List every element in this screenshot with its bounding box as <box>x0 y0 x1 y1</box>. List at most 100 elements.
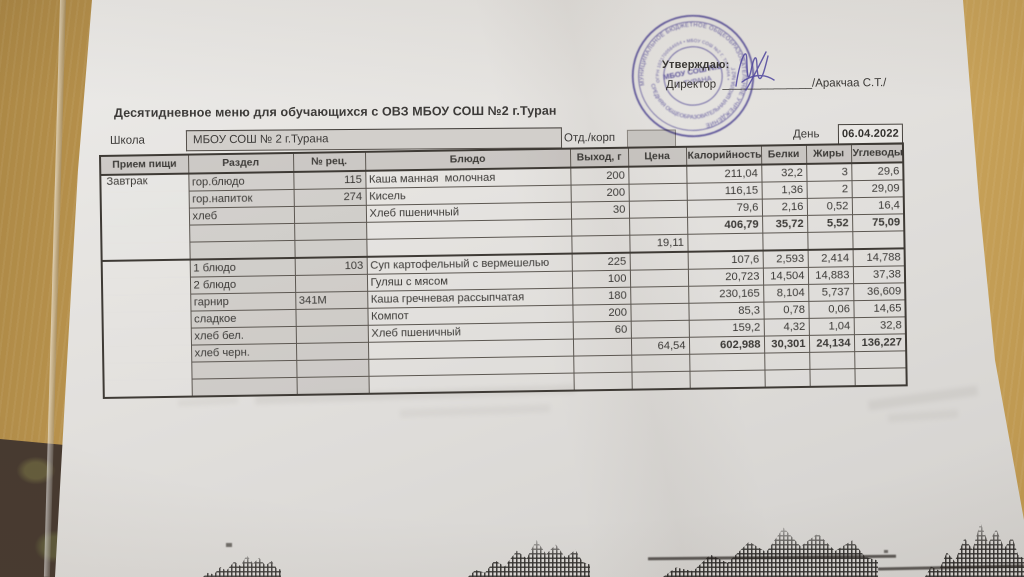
table-cell: 14,65 <box>853 299 906 318</box>
col-calories: Калорийность <box>685 145 762 166</box>
table-cell <box>294 274 368 293</box>
menu-table: Прием пищи Раздел № рец. Блюдо Выход, г … <box>99 142 908 399</box>
table-cell <box>571 218 630 237</box>
table-cell: 29,6 <box>851 162 904 181</box>
table-cell: 225 <box>571 252 630 272</box>
table-cell <box>809 368 855 387</box>
table-cell: 30,301 <box>763 335 810 354</box>
col-output: Выход, г <box>569 147 629 168</box>
table-cell <box>295 325 368 344</box>
table-cell <box>629 217 688 236</box>
table-cell <box>103 362 192 381</box>
table-cell <box>295 342 369 361</box>
table-cell <box>296 376 369 395</box>
table-cell: 3 <box>806 163 852 182</box>
table-cell: 107,6 <box>687 250 763 270</box>
table-cell <box>295 308 368 327</box>
table-cell: 5,52 <box>807 214 853 233</box>
table-cell <box>296 359 369 378</box>
table-cell <box>573 355 632 374</box>
table-cell <box>689 370 765 389</box>
table-cell: 274 <box>293 188 366 207</box>
table-cell: гарнир <box>190 292 296 312</box>
table-cell: 0,52 <box>806 197 853 216</box>
table-cell: 60 <box>572 321 631 340</box>
table-cell: 24,134 <box>808 334 855 353</box>
table-cell <box>809 351 855 370</box>
school-label: Школа <box>109 134 145 147</box>
col-protein: Белки <box>760 144 807 165</box>
table-cell: 37,38 <box>852 265 906 284</box>
table-cell <box>103 379 192 398</box>
table-cell <box>101 225 190 244</box>
stamp-inner-ring <box>663 46 723 106</box>
table-cell: 32,2 <box>761 163 807 183</box>
table-cell <box>102 294 191 313</box>
table-cell <box>191 360 297 380</box>
table-cell: 1,04 <box>808 317 854 336</box>
table-cell <box>630 320 689 339</box>
table-cell: 32,8 <box>853 316 906 335</box>
table-cell <box>102 311 191 330</box>
table-cell: 2,593 <box>762 249 808 269</box>
dept-label: Отд./корп <box>563 131 616 145</box>
table-cell: хлеб бел. <box>190 326 296 346</box>
table-cell: 230,165 <box>688 285 764 304</box>
table-cell <box>764 352 810 371</box>
table-cell: 16,4 <box>851 196 905 215</box>
col-section: Раздел <box>188 152 294 174</box>
table-cell <box>807 231 853 250</box>
table-cell: гор.напиток <box>188 189 294 209</box>
table-cell <box>103 345 192 364</box>
table-cell: 79,6 <box>686 199 763 218</box>
table-cell: хлеб черн. <box>190 343 297 363</box>
table-cell: 64,54 <box>630 337 690 356</box>
table-cell <box>630 286 689 305</box>
table-cell: 36,609 <box>853 282 906 301</box>
table-cell: 2 <box>806 180 852 199</box>
table-cell: 116,15 <box>686 182 762 201</box>
table-cell: 19,11 <box>629 234 688 253</box>
table-cell <box>764 369 810 388</box>
table-cell: 100 <box>571 270 631 289</box>
table-cell <box>191 377 297 397</box>
table-cell <box>629 269 689 288</box>
round-stamp: МУНИЦИПАЛЬНОЕ БЮДЖЕТНОЕ ОБЩЕОБРАЗОВАТЕЛЬ… <box>630 13 756 139</box>
table-cell: 29,09 <box>851 179 904 198</box>
table-cell <box>571 235 630 254</box>
table-cell: гор.блюдо <box>188 171 294 192</box>
table-cell <box>189 223 295 243</box>
col-recipe: № рец. <box>292 151 366 172</box>
table-cell: 200 <box>572 304 631 323</box>
table-cell <box>101 242 190 261</box>
table-cell: 2,16 <box>761 198 808 217</box>
table-cell <box>852 230 905 250</box>
table-cell: хлеб <box>188 206 295 226</box>
handwritten-signature <box>735 51 775 91</box>
table-cell: 115 <box>293 170 366 190</box>
menu-table-wrap: Прием пищи Раздел № рец. Блюдо Выход, г … <box>99 142 908 399</box>
table-cell <box>573 372 632 391</box>
table-cell: 14,788 <box>852 248 905 267</box>
table-cell <box>101 277 191 296</box>
table-cell: 30 <box>570 201 630 220</box>
table-cell <box>189 240 295 260</box>
table-cell <box>100 208 190 227</box>
table-cell <box>631 354 690 373</box>
approval-text: Утверждаю: <box>662 59 730 71</box>
table-cell <box>101 259 190 279</box>
table-cell: 5,737 <box>808 283 854 302</box>
col-meal: Прием пищи <box>100 154 189 175</box>
col-carbs: Углеводы <box>850 143 904 164</box>
table-cell: 35,72 <box>762 215 808 234</box>
table-cell <box>628 183 687 202</box>
table-cell: 2,414 <box>807 249 853 268</box>
table-cell <box>631 371 690 390</box>
table-cell <box>854 350 907 369</box>
ink-speck <box>884 550 888 553</box>
table-cell <box>100 191 189 210</box>
col-fat: Жиры <box>805 144 852 164</box>
table-cell <box>854 367 907 387</box>
